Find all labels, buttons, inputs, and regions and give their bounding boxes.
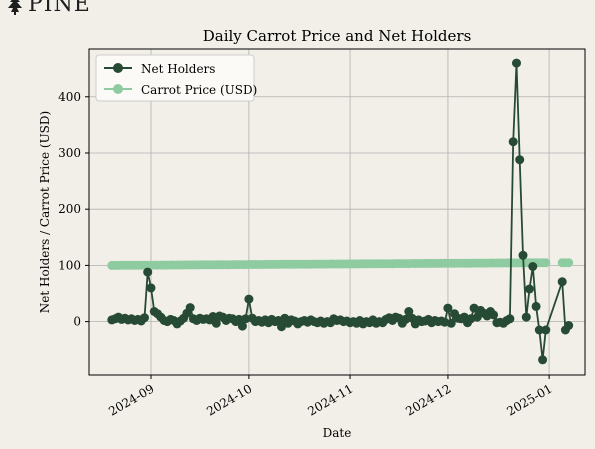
net-holders-point [528, 262, 538, 271]
x-tick-label: 2024-09 [106, 381, 156, 418]
net-holders-point [508, 137, 518, 147]
net-holders-point [557, 277, 567, 287]
carrot-price-point [541, 258, 551, 268]
net-holders-point [446, 318, 456, 328]
chart-title: Daily Carrot Price and Net Holders [203, 27, 472, 45]
net-holders-point [525, 284, 534, 294]
pine-tree-icon [8, 0, 22, 15]
legend: Net Holders Carrot Price (USD) [95, 54, 257, 102]
net-holders-point [564, 321, 574, 330]
series-layer [107, 58, 574, 365]
y-axis-label: Net Holders / Carrot Price (USD) [38, 111, 52, 313]
net-holders-point [443, 303, 453, 313]
net-holders-point [489, 310, 499, 320]
y-tick-label: 200 [58, 202, 81, 216]
x-tick-label: 2024-12 [403, 381, 453, 418]
plot-area [88, 48, 586, 376]
net-holders-point [505, 314, 515, 324]
y-tick-label: 300 [58, 146, 81, 160]
net-holders-point [244, 294, 254, 304]
y-tick-label: 0 [73, 315, 81, 329]
x-tick-label: 2025-01 [504, 381, 554, 418]
brand-name: PINE [28, 0, 91, 17]
net-holders-point [541, 325, 551, 335]
net-holders-point [237, 321, 247, 331]
net-holders-point [185, 303, 195, 313]
brand-logo: PINE [6, 0, 91, 17]
net-holders-point [515, 155, 525, 165]
net-holders-point [538, 355, 548, 365]
net-holders-point [234, 314, 244, 324]
x-axis-label: Date [323, 426, 352, 440]
net-holders-point [208, 312, 218, 321]
net-holders-point [521, 312, 531, 322]
axes-ticks: 0 100 200 300 400 2024-09 2024-10 2024-11 2024-1… [58, 90, 555, 419]
legend-carrot-price-label: Carrot Price (USD) [141, 83, 257, 97]
x-tick-label: 2024-11 [305, 381, 355, 418]
net-holders-point [534, 325, 544, 335]
net-holders-point [146, 283, 156, 293]
legend-box [95, 54, 255, 102]
net-holders-point [143, 267, 153, 277]
legend-net-holders-label: Net Holders [141, 62, 215, 76]
legend-net-holders-marker [113, 63, 123, 73]
y-tick-label: 400 [58, 90, 81, 104]
carrot-price-point [564, 258, 574, 268]
net-holders-point [531, 301, 541, 311]
y-tick-label: 100 [58, 258, 81, 272]
net-holders-point [512, 58, 521, 68]
net-holders-point [518, 250, 528, 260]
net-holders-point [404, 307, 414, 316]
x-tick-label: 2024-10 [204, 381, 254, 418]
net-holders-point [472, 312, 482, 322]
net-holders-point [211, 318, 221, 328]
net-holders-point [241, 314, 251, 324]
net-holders-point [140, 313, 149, 323]
legend-carrot-price-marker [113, 84, 123, 94]
